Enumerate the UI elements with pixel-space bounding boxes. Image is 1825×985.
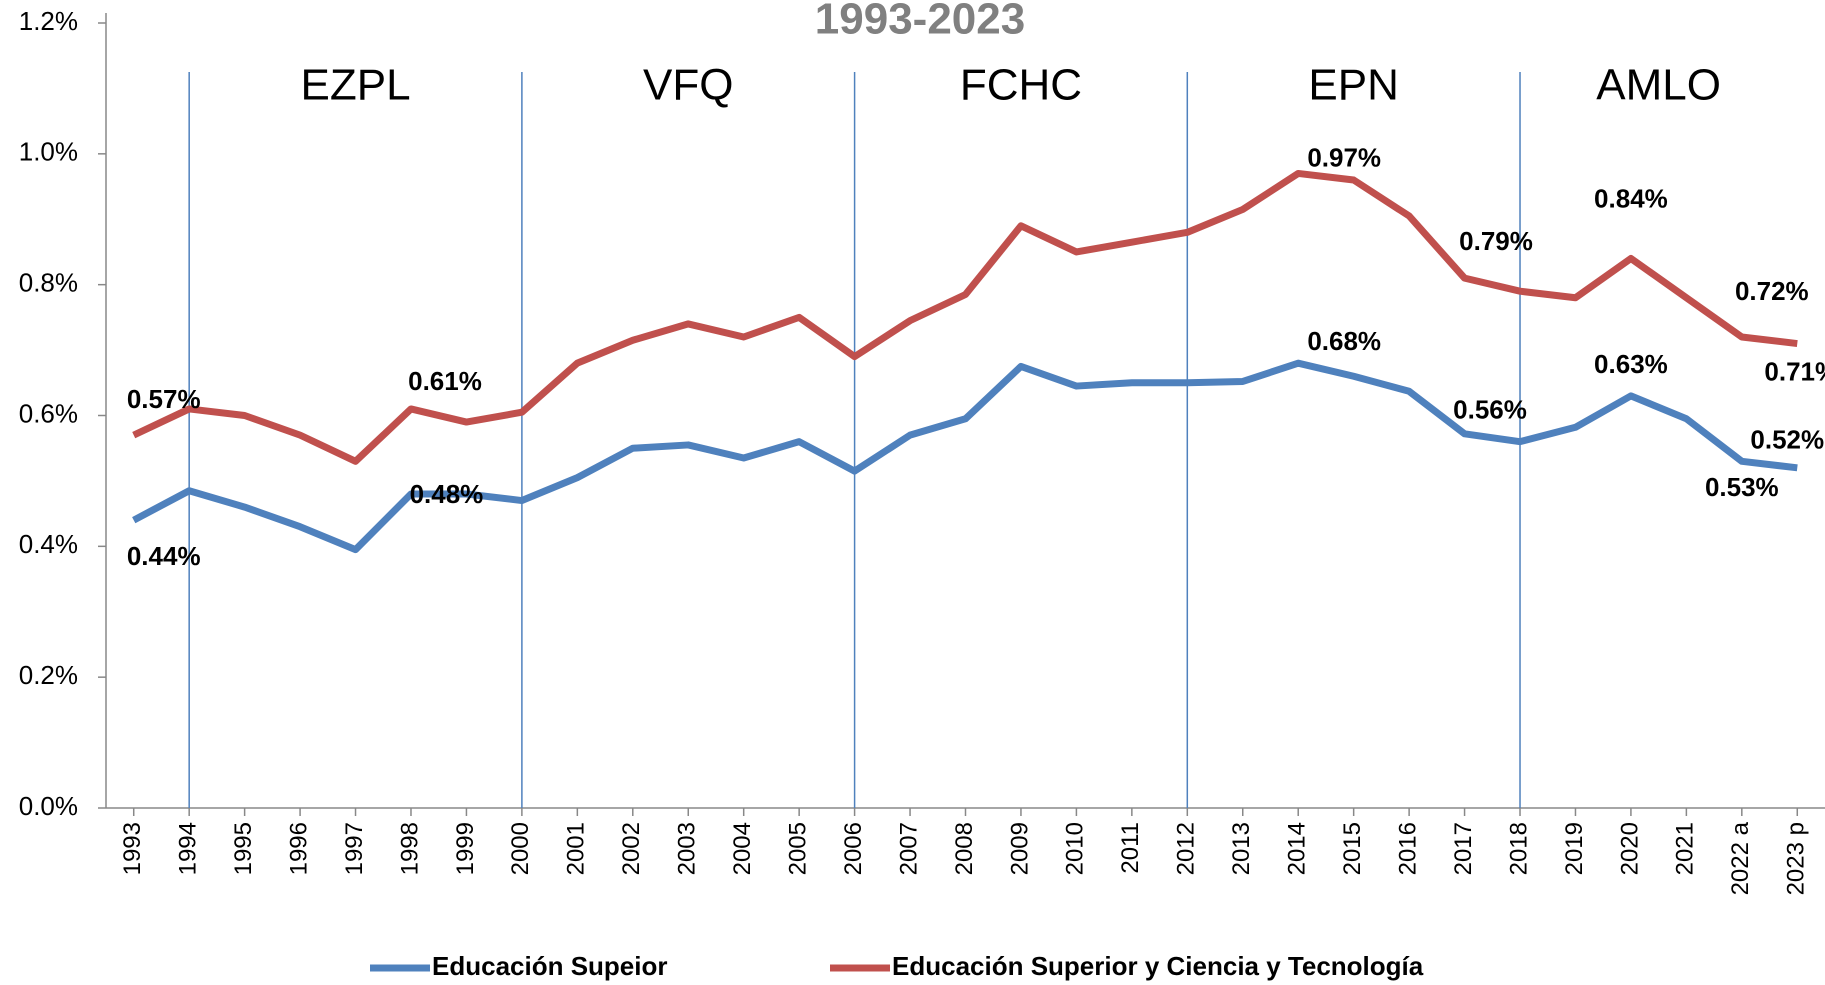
data-label: 0.68% (1307, 326, 1381, 356)
x-tick-label: 2005 (784, 822, 811, 875)
y-tick-label: 1.0% (19, 137, 78, 167)
x-tick-label: 2006 (840, 822, 867, 875)
x-tick-label: 2010 (1062, 822, 1089, 875)
x-tick-label: 2003 (674, 822, 701, 875)
data-label: 0.61% (408, 366, 482, 396)
x-tick-label: 2017 (1450, 822, 1477, 875)
legend-label: Educación Supeior (432, 951, 668, 981)
data-label: 0.63% (1594, 349, 1668, 379)
data-label: 0.79% (1459, 226, 1533, 256)
x-tick-label: 2012 (1173, 822, 1200, 875)
x-tick-label: 2001 (563, 822, 590, 875)
x-tick-label: 2021 (1672, 822, 1699, 875)
x-tick-label: 2018 (1505, 822, 1532, 875)
period-label: EZPL (301, 61, 411, 110)
period-label: VFQ (643, 61, 733, 110)
x-tick-label: 2002 (618, 822, 645, 875)
period-label: AMLO (1596, 61, 1721, 110)
data-label: 0.57% (127, 384, 201, 414)
x-tick-label: 2011 (1117, 822, 1144, 874)
x-tick-label: 1996 (285, 822, 312, 875)
y-tick-label: 0.0% (19, 791, 78, 821)
y-tick-label: 0.8% (19, 268, 78, 298)
x-tick-label: 2000 (507, 822, 534, 875)
data-label: 0.72% (1735, 276, 1809, 306)
x-tick-label: 1997 (341, 822, 368, 875)
x-tick-label: 2016 (1394, 822, 1421, 875)
y-tick-label: 0.6% (19, 398, 78, 428)
series-line (132, 359, 1798, 554)
x-tick-label: 1995 (230, 822, 257, 875)
y-tick-label: 0.2% (19, 660, 78, 690)
x-tick-label: 2008 (951, 822, 978, 875)
x-tick-label: 2020 (1616, 822, 1643, 875)
x-tick-label: 2015 (1339, 822, 1366, 875)
data-label: 0.84% (1594, 183, 1668, 213)
x-tick-label: 2014 (1284, 822, 1311, 875)
x-tick-label: 2007 (895, 822, 922, 875)
data-label: 0.97% (1307, 142, 1381, 172)
chart-title: 1993-2023 (815, 0, 1025, 44)
x-tick-label: 2013 (1228, 822, 1255, 875)
x-tick-label: 2009 (1006, 822, 1033, 875)
x-tick-label: 2004 (729, 822, 756, 875)
x-tick-label: 2019 (1561, 822, 1588, 875)
data-label: 0.44% (127, 541, 201, 571)
data-label: 0.48% (410, 479, 484, 509)
data-label: 0.52% (1750, 425, 1824, 455)
y-tick-label: 1.2% (19, 6, 78, 36)
x-tick-label: 2022 a (1727, 821, 1754, 895)
x-tick-label: 1998 (396, 822, 423, 875)
period-label: FCHC (960, 61, 1082, 110)
x-tick-label: 1993 (119, 822, 146, 875)
legend-label: Educación Superior y Ciencia y Tecnologí… (892, 951, 1424, 981)
series-line (132, 169, 1798, 465)
period-label: EPN (1308, 61, 1398, 110)
x-tick-label: 1999 (452, 822, 479, 875)
x-tick-label: 2023 p (1783, 822, 1810, 895)
data-label: 0.53% (1705, 472, 1779, 502)
y-tick-label: 0.4% (19, 529, 78, 559)
data-label: 0.71% (1764, 356, 1825, 386)
data-label: 0.56% (1453, 395, 1527, 425)
x-tick-label: 1994 (175, 822, 202, 875)
